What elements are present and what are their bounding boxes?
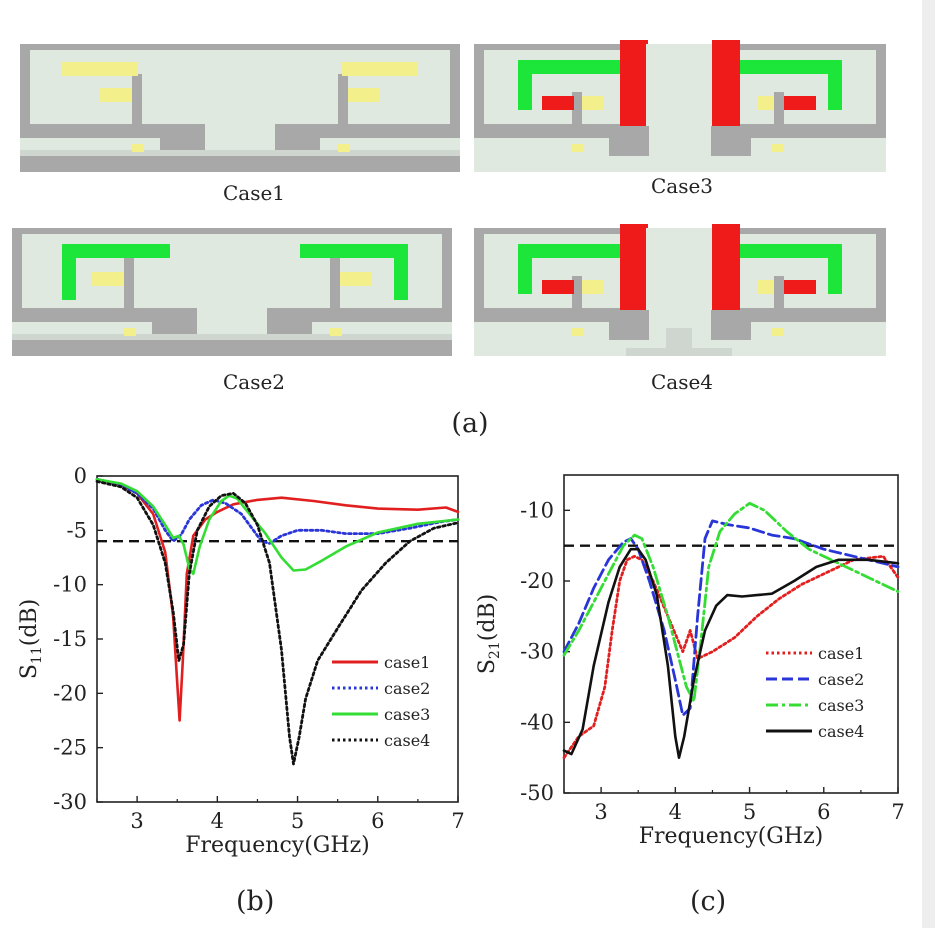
- b-ytick-label-5: -25: [53, 736, 87, 760]
- case1-layout: [20, 44, 460, 172]
- b-ytick-label-0: 0: [74, 464, 87, 488]
- b-legend-label-case3: case3: [384, 705, 430, 724]
- b-xtick-label-2: 5: [291, 809, 304, 833]
- b-xlabel: Frequency(GHz): [185, 833, 370, 858]
- b-ytick-label-3: -15: [53, 627, 87, 651]
- c-ytick-label-0: -10: [520, 498, 554, 522]
- c-ytick-label-3: -40: [520, 710, 554, 734]
- b-xtick-label-3: 6: [371, 809, 384, 833]
- b-series-case3: [95, 478, 460, 576]
- c-xtick-label-0: 3: [594, 800, 607, 824]
- c-legend-label-case1: case1: [818, 644, 864, 663]
- b-ytick-label-4: -20: [53, 681, 87, 705]
- case2-layout: [12, 228, 452, 356]
- right-margin-strip: [922, 0, 935, 928]
- c-plot-frame: [563, 474, 899, 794]
- panel-a-layouts: Case1 Case3 Case2 Case4 (a): [12, 40, 886, 439]
- b-legend-label-case4: case4: [384, 731, 430, 750]
- c-legend-label-case2: case2: [818, 670, 864, 689]
- case3-layout: [474, 40, 886, 172]
- c-ylabel: S21(dB): [475, 594, 503, 674]
- chart-s21: 3 4 5 6 7 -10 -20 -30 -40 -50 case1 case2 case3 case4…: [475, 474, 905, 849]
- case2-caption: Case2: [223, 370, 285, 394]
- panel-b-label: (b): [236, 886, 275, 917]
- c-series-case4: [562, 547, 900, 759]
- case1-yellow-bar-left: [62, 62, 138, 76]
- b-legend-label-case2: case2: [384, 679, 430, 698]
- case1-yellow-bar-right: [342, 62, 418, 76]
- c-series-case1: [562, 554, 900, 760]
- c-ytick-label-1: -20: [520, 569, 554, 593]
- case3-caption: Case3: [651, 174, 713, 198]
- c-xtick-label-1: 4: [669, 800, 682, 824]
- case2-green-strip-right: [300, 244, 408, 300]
- panel-a-label: (a): [451, 408, 488, 439]
- b-ytick-label-6: -30: [53, 790, 87, 814]
- c-xtick-label-4: 7: [891, 800, 904, 824]
- b-series-case4: [95, 480, 460, 766]
- c-legend-label-case3: case3: [818, 696, 864, 715]
- b-plot-frame: [96, 475, 459, 803]
- c-legend-label-case4: case4: [818, 722, 864, 741]
- b-ytick-label-2: -10: [53, 573, 87, 597]
- b-xtick-label-1: 4: [211, 809, 224, 833]
- c-series-case3: [562, 501, 900, 703]
- panel-c-label: (c): [690, 886, 727, 917]
- b-xtick-label-0: 3: [130, 809, 143, 833]
- c-ytick-label-2: -30: [520, 640, 554, 664]
- c-xtick-label-2: 5: [743, 800, 756, 824]
- case1-caption: Case1: [223, 181, 285, 205]
- b-ylabel: S11(dB): [17, 599, 45, 679]
- b-legend-label-case1: case1: [384, 653, 430, 672]
- case4-caption: Case4: [651, 370, 713, 394]
- chart-s11: 3 4 5 6 7 0 -5 -10 -15 -20 -25 -30 case1 case2 case3 ca…: [17, 464, 465, 858]
- case2-green-strip-left: [62, 244, 170, 300]
- c-ytick-label-4: -50: [520, 781, 554, 805]
- case4-bottom-bar: [626, 348, 732, 356]
- b-xtick-label-4: 7: [451, 809, 464, 833]
- case4-layout: [474, 224, 886, 356]
- b-series-case2: [95, 477, 460, 545]
- c-xtick-label-3: 6: [817, 800, 830, 824]
- c-xlabel: Frequency(GHz): [639, 824, 824, 849]
- b-ytick-label-1: -5: [67, 518, 87, 542]
